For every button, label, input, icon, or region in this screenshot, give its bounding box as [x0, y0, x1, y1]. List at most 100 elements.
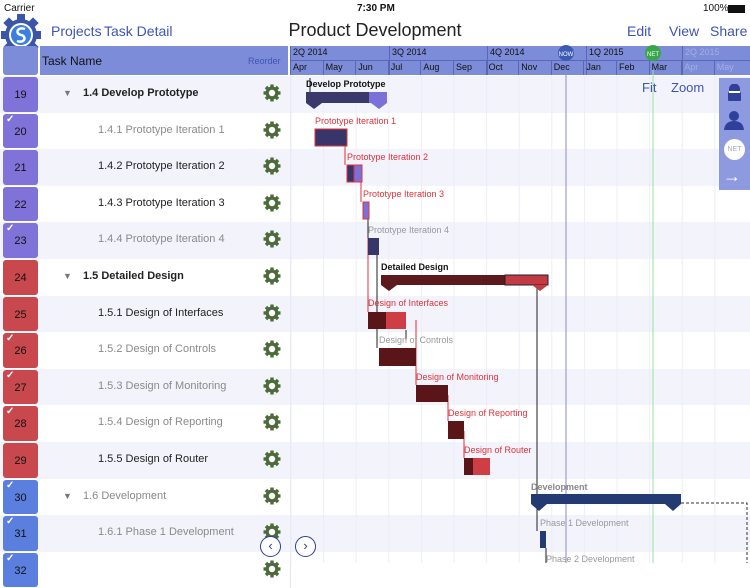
task-name[interactable]: 1.6 Development [83, 489, 167, 502]
task-id-badge[interactable]: 32 ✓ [3, 552, 38, 588]
task-id: 25 [14, 308, 27, 321]
task-name[interactable]: 1.5 Detailed Design [83, 270, 184, 282]
projects-link[interactable]: Projects [51, 23, 102, 39]
gear-icon[interactable] [263, 377, 281, 395]
check-icon: ✓ [6, 333, 15, 345]
task-row[interactable]: 27 ✓ 1.5.3 Design of Monitoring [0, 368, 750, 406]
gear-icon[interactable] [263, 523, 281, 541]
divider [290, 60, 291, 75]
gear-icon[interactable] [263, 194, 281, 212]
task-row[interactable]: 31 ✓ 1.6.1 Phase 1 Development [0, 515, 750, 552]
month-label: Oct [488, 62, 503, 72]
task-id: 19 [14, 89, 27, 101]
task-name[interactable]: 1.5.5 Design of Router [98, 453, 209, 465]
task-name[interactable]: 1.4 Develop Prototype [83, 87, 199, 99]
gear-icon[interactable] [263, 487, 281, 505]
gear-icon[interactable] [263, 84, 281, 102]
task-detail-link[interactable]: Task Detail [104, 23, 173, 39]
task-name[interactable]: 1.6.1 Phase 1 Development [98, 526, 234, 539]
app-logo-gear-icon[interactable] [1, 12, 41, 58]
task-name[interactable]: 1.4.4 Prototype Iteration 4 [98, 233, 225, 246]
task-name[interactable]: 1.5.2 Design of Controls [98, 343, 217, 356]
edit-button[interactable]: Edit [627, 23, 652, 39]
task-row[interactable]: 24 ▼ 1.5 Detailed Design [0, 259, 750, 296]
person-icon[interactable] [724, 110, 744, 130]
task-id-badge[interactable]: 23 ✓ [3, 223, 38, 258]
month-label: Jun [358, 62, 373, 72]
lock-icon[interactable] [727, 84, 742, 101]
task-row[interactable]: 28 ✓ 1.5.4 Design of Reporting [0, 405, 750, 442]
share-button[interactable]: Share [710, 23, 748, 39]
prev-button[interactable]: ‹ [260, 536, 281, 557]
collapse-triangle-icon[interactable]: ▼ [63, 490, 72, 501]
month-label: Apr [293, 62, 308, 72]
gear-icon[interactable] [263, 340, 281, 358]
task-name[interactable]: 1.4.3 Prototype Iteration 3 [98, 196, 225, 209]
task-id-badge[interactable]: 25 [3, 296, 38, 332]
task-id-badge[interactable]: 21 [3, 150, 38, 185]
next-button[interactable]: › [295, 536, 316, 557]
net-toggle[interactable]: NET [724, 139, 745, 160]
gear-icon[interactable] [263, 413, 281, 431]
divider [322, 60, 324, 75]
task-row[interactable]: 20 ✓ 1.4.1 Prototype Iteration 1 [0, 112, 750, 150]
quarter-label: 2Q 2015 [685, 47, 720, 57]
task-row[interactable]: 23 ✓ 1.4.4 Prototype Iteration 4 [0, 222, 750, 259]
task-id-badge[interactable]: 20 ✓ [3, 113, 38, 149]
gear-icon[interactable] [263, 304, 281, 322]
task-id: 27 [14, 381, 27, 394]
task-row[interactable]: 32 ✓ [0, 551, 750, 588]
task-name[interactable]: 1.4.1 Prototype Iteration 1 [98, 123, 225, 136]
zoom-button[interactable]: Zoom [671, 80, 705, 95]
clock: 7:30 PM [357, 3, 395, 14]
divider [290, 259, 291, 296]
task-id-badge[interactable]: 22 [3, 186, 38, 222]
task-id-badge[interactable]: 31 ✓ [3, 516, 38, 551]
status-bar: Carrier 7:30 PM 100% [0, 0, 750, 18]
month-label: May [716, 62, 734, 72]
task-name[interactable]: 1.5.1 Design of Interfaces [98, 306, 224, 319]
divider [485, 60, 487, 75]
task-row[interactable]: 22 1.4.3 Prototype Iteration 3 [0, 185, 750, 223]
month-label: Jan [586, 62, 601, 72]
id-column-header [3, 46, 38, 75]
gear-icon[interactable] [263, 267, 281, 285]
task-row[interactable]: 29 1.5.5 Design of Router [0, 442, 750, 479]
task-id-badge[interactable]: 30 ✓ [3, 479, 38, 515]
task-row[interactable]: 19 ▼ 1.4 Develop Prototype [0, 76, 750, 113]
gear-icon[interactable] [263, 230, 281, 248]
collapse-triangle-icon[interactable]: ▼ [63, 271, 72, 281]
task-id-badge[interactable]: 24 [3, 260, 38, 295]
task-id-badge[interactable]: 27 ✓ [3, 369, 38, 405]
task-row[interactable]: 21 1.4.2 Prototype Iteration 2 [0, 149, 750, 186]
task-row[interactable]: 26 ✓ 1.5.2 Design of Controls [0, 332, 750, 369]
divider [290, 149, 291, 186]
gear-icon[interactable] [263, 560, 281, 578]
arrow-right-icon[interactable]: → [723, 166, 741, 186]
task-row[interactable]: 30 ✓ ▼ 1.6 Development [0, 478, 750, 516]
gear-icon[interactable] [263, 450, 281, 468]
task-id-badge[interactable]: 26 ✓ [3, 333, 38, 368]
quarter-label: 3Q 2014 [392, 47, 427, 57]
task-id-badge[interactable]: 19 [3, 77, 38, 112]
month-label: Aug [423, 62, 440, 72]
task-name-label: Task Name [42, 54, 103, 68]
check-icon: ✓ [6, 406, 15, 418]
fit-button[interactable]: Fit [642, 80, 657, 95]
collapse-triangle-icon[interactable]: ▼ [63, 88, 72, 98]
task-name[interactable]: 1.4.2 Prototype Iteration 2 [98, 160, 225, 173]
task-name[interactable]: 1.5.4 Design of Reporting [98, 416, 223, 429]
view-button[interactable]: View [669, 23, 700, 39]
gear-icon[interactable] [263, 121, 281, 139]
divider [290, 442, 291, 479]
task-id: 32 [14, 564, 27, 577]
task-name[interactable]: 1.5.3 Design of Monitoring [98, 379, 227, 392]
task-row[interactable]: 25 1.5.1 Design of Interfaces [0, 295, 750, 333]
task-id-badge[interactable]: 28 ✓ [3, 406, 38, 441]
divider [290, 368, 291, 406]
gear-icon[interactable] [263, 157, 281, 175]
timeline-header[interactable]: 2Q 2014 3Q 2014 4Q 2014 1Q 2015 2Q 2015 Apr Ma… [290, 46, 750, 75]
reorder-button[interactable]: Reorder [248, 56, 281, 66]
divider [387, 60, 389, 75]
task-id-badge[interactable]: 29 [3, 443, 38, 478]
